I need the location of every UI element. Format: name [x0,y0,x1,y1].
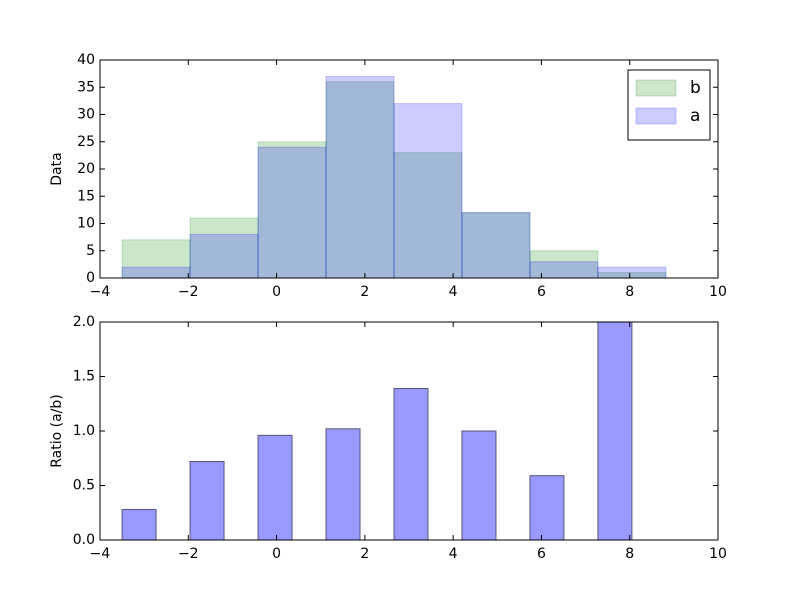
x-tick-label: 4 [449,546,458,562]
hist-bar [529,261,599,279]
legend-label: a [690,106,700,126]
hist-bar [461,212,531,279]
legend-swatch [635,107,677,125]
x-tick-label: 0 [272,284,281,300]
y-tick-label: 1.5 [73,369,95,385]
x-tick-label: −4 [90,546,111,562]
x-tick-label: −2 [178,284,199,300]
y-tick-label: 0.0 [73,532,95,548]
y-tick-label: 2.0 [73,314,95,330]
y-tick-label: 35 [77,79,95,95]
y-tick-label: 20 [77,161,95,177]
hist-bar [189,217,259,279]
x-tick-label: 4 [449,284,458,300]
y-axis-label: Ratio (a/b) [49,394,65,468]
x-tick-label: 2 [360,284,369,300]
axes: −4 −2 0 2 4 6 8 10 0 5 10 15 20 25 30 35 40 Data ba [49,52,727,300]
bar [461,430,497,541]
x-tick-label: −4 [90,284,111,300]
hist-bar [257,146,327,279]
y-axis-label: Data [49,152,65,185]
hist-bar [597,266,667,279]
hist-bar [257,141,327,279]
hist-bar [393,103,463,279]
bar [529,475,565,541]
y-tick-label: 1.0 [73,423,95,439]
legend-frame [627,69,711,141]
bar [597,321,633,541]
hist-bar [325,81,395,279]
bar [257,434,293,541]
y-tick-label: 40 [77,52,95,68]
hist-bar [121,266,191,279]
x-tick-label: −2 [178,546,199,562]
bar [189,461,225,541]
bar [393,387,429,541]
legend-label: b [690,78,701,98]
hist-bar [189,233,259,279]
y-tick-label: 0 [86,270,95,286]
y-tick-label: 0.5 [73,478,95,494]
x-tick-label: 6 [537,284,546,300]
bar [325,428,361,541]
x-tick-label: 8 [625,546,634,562]
x-tick-label: 10 [709,546,727,562]
x-tick-label: 8 [625,284,634,300]
hist-bar [325,75,395,279]
y-tick-label: 15 [77,188,95,204]
bar [121,508,157,541]
y-tick-label: 10 [77,216,95,232]
axes: −4 −2 0 2 4 6 8 10 0.0 0.5 1.0 1.5 2.0 Ratio (a/b) [49,314,727,562]
x-tick-label: 2 [360,546,369,562]
legend-swatch [635,79,677,97]
hist-bar [393,152,463,279]
y-tick-label: 5 [86,243,95,259]
hist-bar [461,212,531,279]
y-tick-label: 30 [77,107,95,123]
x-tick-label: 6 [537,546,546,562]
hist-bar [121,239,191,279]
x-tick-label: 10 [709,284,727,300]
x-tick-label: 0 [272,546,281,562]
y-tick-label: 25 [77,134,95,150]
